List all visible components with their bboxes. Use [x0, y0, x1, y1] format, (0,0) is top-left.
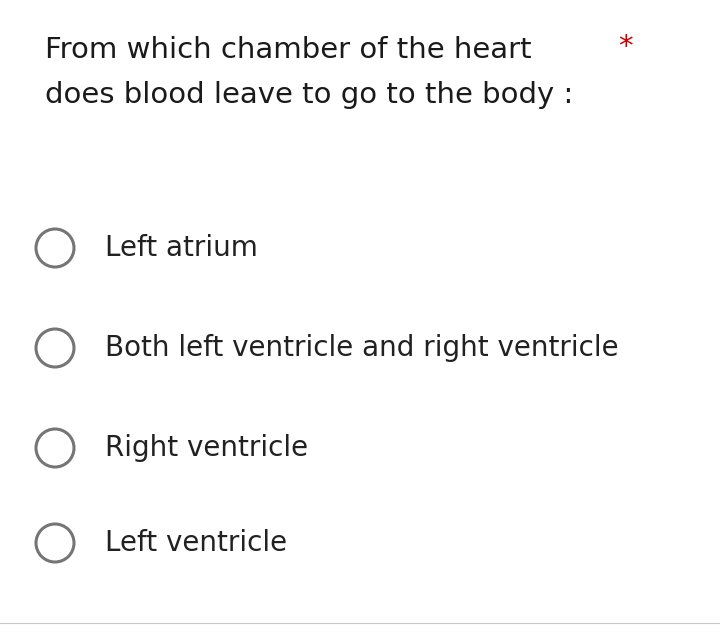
Text: does blood leave to go to the body :: does blood leave to go to the body : [45, 81, 573, 109]
Text: Left ventricle: Left ventricle [105, 529, 287, 557]
Text: Right ventricle: Right ventricle [105, 434, 308, 462]
Text: From which chamber of the heart: From which chamber of the heart [45, 36, 531, 64]
Text: Both left ventricle and right ventricle: Both left ventricle and right ventricle [105, 334, 618, 362]
Text: Left atrium: Left atrium [105, 234, 258, 262]
Text: *: * [618, 33, 633, 61]
